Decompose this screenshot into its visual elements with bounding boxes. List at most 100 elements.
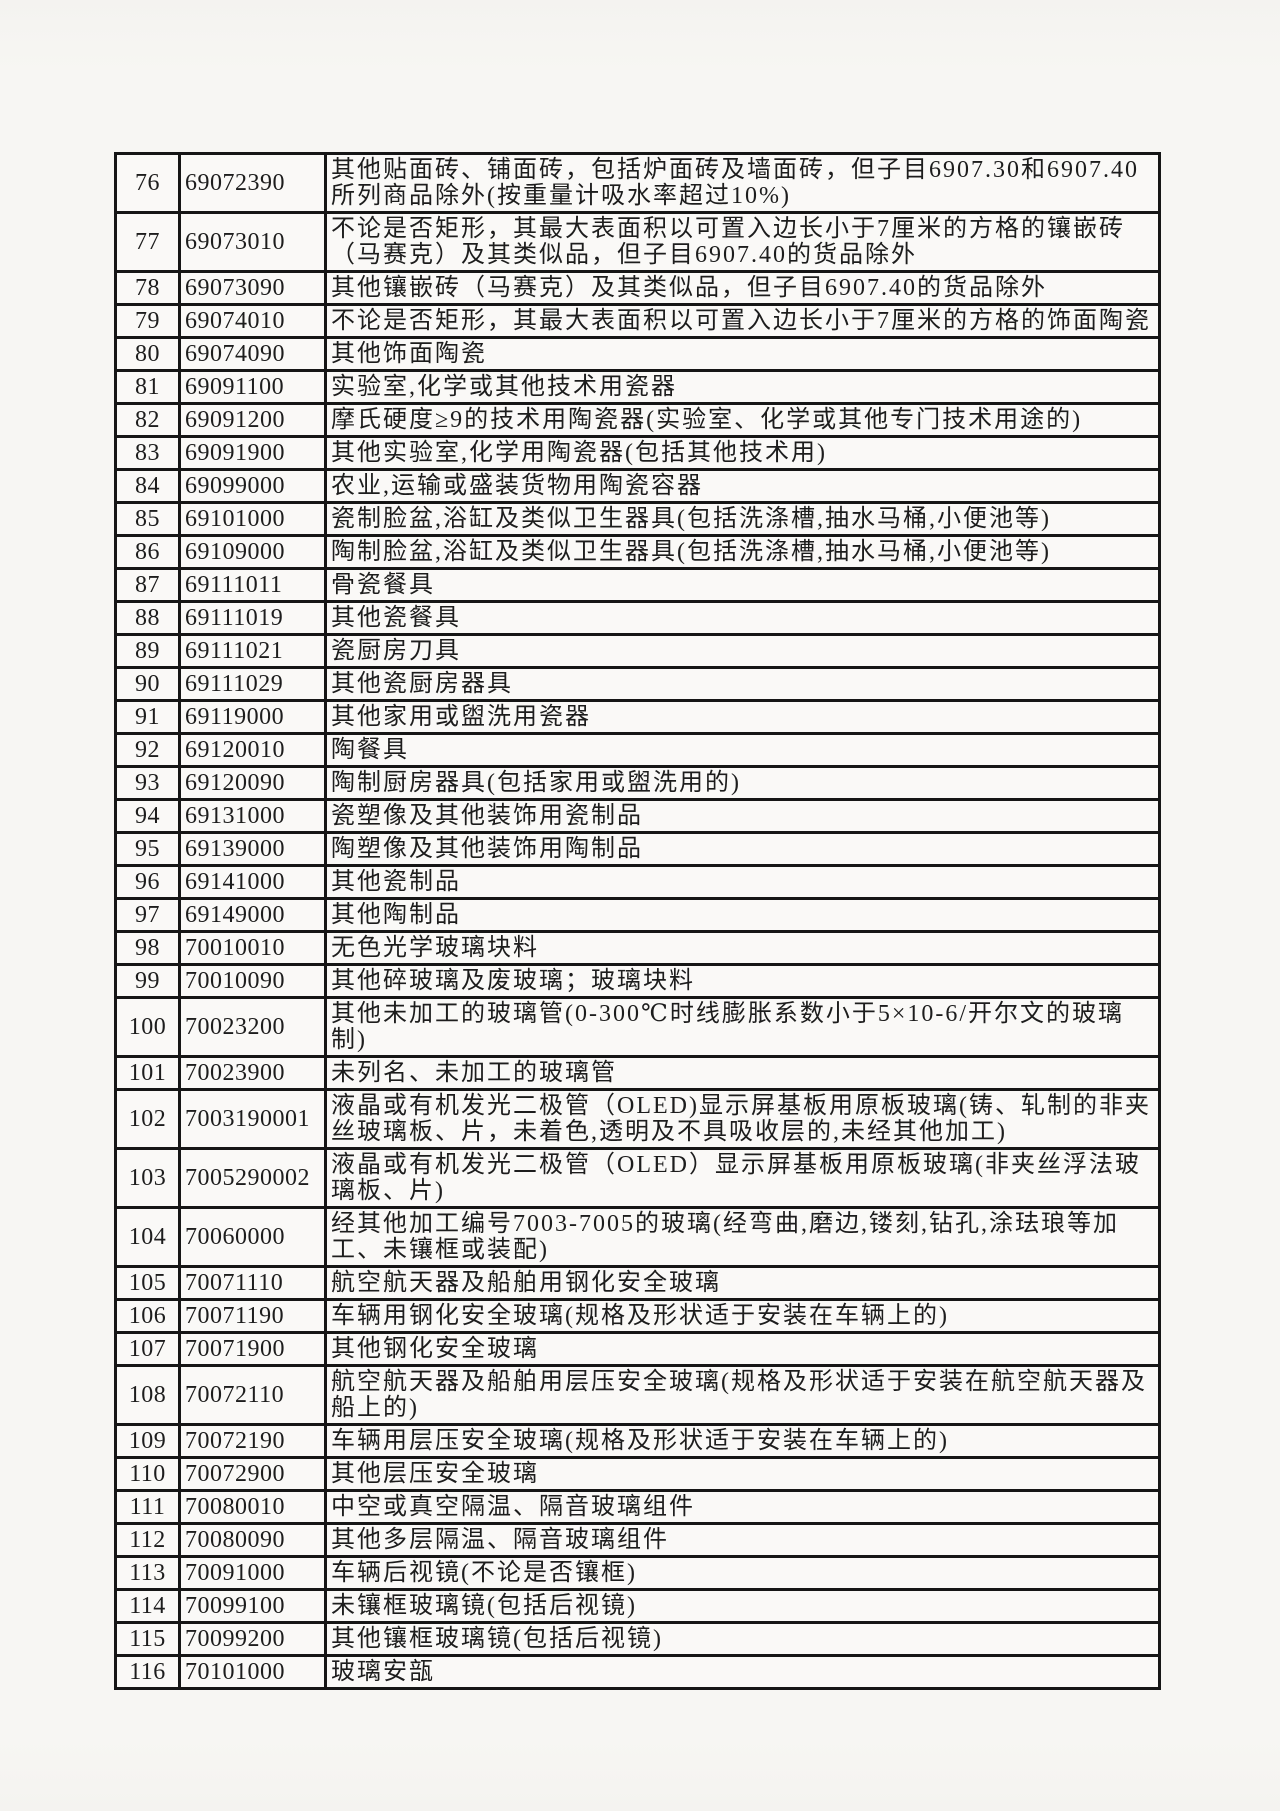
hs-code-cell: 70080090 — [178, 1522, 327, 1558]
description-cell: 航空航天器及船舶用钢化安全玻璃 — [324, 1265, 1161, 1301]
description-cell: 其他镶框玻璃镜(包括后视镜) — [324, 1621, 1161, 1657]
table-row: 99 70010090 其他碎玻璃及废玻璃；玻璃块料 — [114, 963, 1161, 999]
table-row: 96 69141000 其他瓷制品 — [114, 864, 1161, 900]
table-row: 104 70060000 经其他加工编号7003-7005的玻璃(经弯曲,磨边,… — [114, 1206, 1161, 1268]
description-cell: 未镶框玻璃镜(包括后视镜) — [324, 1588, 1161, 1624]
description-cell: 瓷塑像及其他装饰用瓷制品 — [324, 798, 1161, 834]
description-cell: 车辆用层压安全玻璃(规格及形状适于安装在车辆上的) — [324, 1423, 1161, 1459]
table-row: 106 70071190 车辆用钢化安全玻璃(规格及形状适于安装在车辆上的) — [114, 1298, 1161, 1334]
table-row: 116 70101000 玻璃安瓿 — [114, 1654, 1161, 1690]
table-row: 81 69091100 实验室,化学或其他技术用瓷器 — [114, 369, 1161, 405]
hs-code-table: 76 69072390 其他贴面砖、铺面砖，包括炉面砖及墙面砖，但子目6907.… — [114, 152, 1161, 1690]
description-cell: 陶制厨房器具(包括家用或盥洗用的) — [324, 765, 1161, 801]
table-row: 84 69099000 农业,运输或盛装货物用陶瓷容器 — [114, 468, 1161, 504]
table-row: 107 70071900 其他钢化安全玻璃 — [114, 1331, 1161, 1367]
description-cell: 不论是否矩形，其最大表面积以可置入边长小于7厘米的方格的镶嵌砖（马赛克）及其类似… — [324, 211, 1161, 273]
description-cell: 无色光学玻璃块料 — [324, 930, 1161, 966]
description-cell: 液晶或有机发光二极管（OLED)显示屏基板用原板玻璃(铸、轧制的非夹丝玻璃板、片… — [324, 1088, 1161, 1150]
row-number-cell: 115 — [114, 1621, 181, 1657]
hs-code-cell: 69119000 — [178, 699, 327, 735]
hs-code-cell: 70071110 — [178, 1265, 327, 1301]
table-row: 109 70072190 车辆用层压安全玻璃(规格及形状适于安装在车辆上的) — [114, 1423, 1161, 1459]
description-cell: 其他镶嵌砖（马赛克）及其类似品，但子目6907.40的货品除外 — [324, 270, 1161, 306]
row-number-cell: 86 — [114, 534, 181, 570]
hs-code-cell: 70010010 — [178, 930, 327, 966]
hs-code-cell: 70101000 — [178, 1654, 327, 1690]
description-cell: 陶餐具 — [324, 732, 1161, 768]
row-number-cell: 114 — [114, 1588, 181, 1624]
description-cell: 陶制脸盆,浴缸及类似卫生器具(包括洗涤槽,抽水马桶,小便池等) — [324, 534, 1161, 570]
description-cell: 骨瓷餐具 — [324, 567, 1161, 603]
description-cell: 其他贴面砖、铺面砖，包括炉面砖及墙面砖，但子目6907.30和6907.40所列… — [324, 152, 1161, 214]
hs-code-cell: 69072390 — [178, 152, 327, 214]
table-row: 92 69120010 陶餐具 — [114, 732, 1161, 768]
table-row: 110 70072900 其他层压安全玻璃 — [114, 1456, 1161, 1492]
table-row: 80 69074090 其他饰面陶瓷 — [114, 336, 1161, 372]
description-cell: 其他层压安全玻璃 — [324, 1456, 1161, 1492]
table-row: 79 69074010 不论是否矩形，其最大表面积以可置入边长小于7厘米的方格的… — [114, 303, 1161, 339]
table-row: 94 69131000 瓷塑像及其他装饰用瓷制品 — [114, 798, 1161, 834]
hs-code-cell: 70023900 — [178, 1055, 327, 1091]
hs-code-cell: 69091900 — [178, 435, 327, 471]
table-row: 88 69111019 其他瓷餐具 — [114, 600, 1161, 636]
row-number-cell: 96 — [114, 864, 181, 900]
hs-code-cell: 69131000 — [178, 798, 327, 834]
row-number-cell: 111 — [114, 1489, 181, 1525]
table-row: 82 69091200 摩氏硬度≥9的技术用陶瓷器(实验室、化学或其他专门技术用… — [114, 402, 1161, 438]
description-cell: 未列名、未加工的玻璃管 — [324, 1055, 1161, 1091]
row-number-cell: 80 — [114, 336, 181, 372]
table-row: 112 70080090 其他多层隔温、隔音玻璃组件 — [114, 1522, 1161, 1558]
row-number-cell: 105 — [114, 1265, 181, 1301]
description-cell: 其他瓷制品 — [324, 864, 1161, 900]
hs-code-cell: 70071900 — [178, 1331, 327, 1367]
description-cell: 其他钢化安全玻璃 — [324, 1331, 1161, 1367]
table-row: 85 69101000 瓷制脸盆,浴缸及类似卫生器具(包括洗涤槽,抽水马桶,小便… — [114, 501, 1161, 537]
row-number-cell: 106 — [114, 1298, 181, 1334]
row-number-cell: 103 — [114, 1147, 181, 1209]
description-cell: 其他瓷厨房器具 — [324, 666, 1161, 702]
hs-code-cell: 7005290002 — [178, 1147, 327, 1209]
hs-code-cell: 70023200 — [178, 996, 327, 1058]
row-number-cell: 112 — [114, 1522, 181, 1558]
row-number-cell: 98 — [114, 930, 181, 966]
hs-code-cell: 69073010 — [178, 211, 327, 273]
description-cell: 农业,运输或盛装货物用陶瓷容器 — [324, 468, 1161, 504]
table-row: 76 69072390 其他贴面砖、铺面砖，包括炉面砖及墙面砖，但子目6907.… — [114, 152, 1161, 214]
row-number-cell: 93 — [114, 765, 181, 801]
row-number-cell: 107 — [114, 1331, 181, 1367]
description-cell: 其他碎玻璃及废玻璃；玻璃块料 — [324, 963, 1161, 999]
hs-code-cell: 69120090 — [178, 765, 327, 801]
table-row: 103 7005290002 液晶或有机发光二极管（OLED）显示屏基板用原板玻… — [114, 1147, 1161, 1209]
table-row: 102 7003190001 液晶或有机发光二极管（OLED)显示屏基板用原板玻… — [114, 1088, 1161, 1150]
table-row: 78 69073090 其他镶嵌砖（马赛克）及其类似品，但子目6907.40的货… — [114, 270, 1161, 306]
row-number-cell: 88 — [114, 600, 181, 636]
table-row: 101 70023900 未列名、未加工的玻璃管 — [114, 1055, 1161, 1091]
description-cell: 其他瓷餐具 — [324, 600, 1161, 636]
hs-code-cell: 69109000 — [178, 534, 327, 570]
table-row: 115 70099200 其他镶框玻璃镜(包括后视镜) — [114, 1621, 1161, 1657]
description-cell: 玻璃安瓿 — [324, 1654, 1161, 1690]
description-cell: 陶塑像及其他装饰用陶制品 — [324, 831, 1161, 867]
hs-code-cell: 69074090 — [178, 336, 327, 372]
row-number-cell: 99 — [114, 963, 181, 999]
description-cell: 瓷厨房刀具 — [324, 633, 1161, 669]
row-number-cell: 78 — [114, 270, 181, 306]
row-number-cell: 95 — [114, 831, 181, 867]
description-cell: 不论是否矩形，其最大表面积以可置入边长小于7厘米的方格的饰面陶瓷 — [324, 303, 1161, 339]
table-row: 89 69111021 瓷厨房刀具 — [114, 633, 1161, 669]
table-row: 111 70080010 中空或真空隔温、隔音玻璃组件 — [114, 1489, 1161, 1525]
hs-code-cell: 69091100 — [178, 369, 327, 405]
row-number-cell: 104 — [114, 1206, 181, 1268]
description-cell: 实验室,化学或其他技术用瓷器 — [324, 369, 1161, 405]
row-number-cell: 101 — [114, 1055, 181, 1091]
hs-code-cell: 69149000 — [178, 897, 327, 933]
hs-code-cell: 70072190 — [178, 1423, 327, 1459]
table-row: 83 69091900 其他实验室,化学用陶瓷器(包括其他技术用) — [114, 435, 1161, 471]
row-number-cell: 116 — [114, 1654, 181, 1690]
table-body: 76 69072390 其他贴面砖、铺面砖，包括炉面砖及墙面砖，但子目6907.… — [114, 152, 1161, 1690]
description-cell: 经其他加工编号7003-7005的玻璃(经弯曲,磨边,镂刻,钻孔,涂珐琅等加工、… — [324, 1206, 1161, 1268]
table-row: 90 69111029 其他瓷厨房器具 — [114, 666, 1161, 702]
table-row: 97 69149000 其他陶制品 — [114, 897, 1161, 933]
description-cell: 其他实验室,化学用陶瓷器(包括其他技术用) — [324, 435, 1161, 471]
